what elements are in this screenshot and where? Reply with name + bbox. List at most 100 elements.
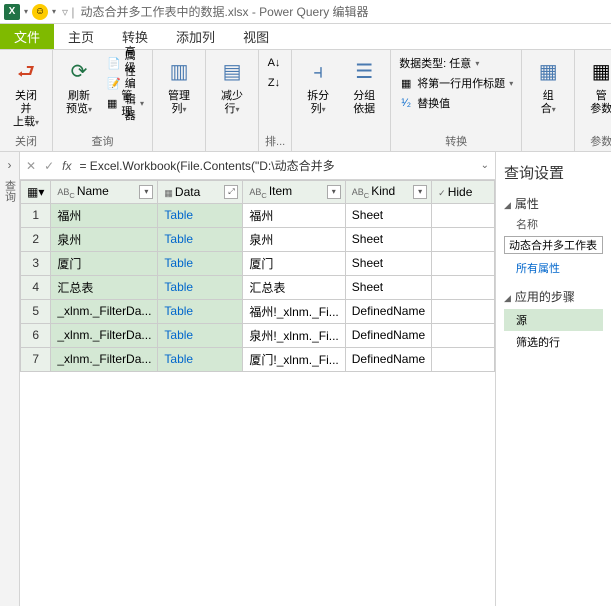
cell-hidden[interactable] [432, 203, 495, 227]
table-row[interactable]: 4汇总表Table汇总表Sheet [21, 275, 495, 299]
cell-hidden[interactable] [432, 251, 495, 275]
ribbon-tabs: 文件 主页 转换 添加列 视图 [0, 24, 611, 50]
tab-addcolumn[interactable]: 添加列 [162, 24, 229, 49]
row-number-header[interactable]: ▦▾ [21, 181, 51, 204]
cell-kind[interactable]: Sheet [345, 275, 431, 299]
reduce-rows-button[interactable]: ▤ 减少行▾ [212, 54, 252, 118]
replace-values-button[interactable]: ¹⁄₂替换值 [397, 94, 515, 112]
tab-view[interactable]: 视图 [229, 24, 283, 49]
cell-item[interactable]: 厦门!_xlnm._Fi... [243, 347, 345, 371]
table-row[interactable]: 3厦门Table厦门Sheet [21, 251, 495, 275]
cell-kind[interactable]: Sheet [345, 227, 431, 251]
cell-data[interactable]: Table [158, 347, 243, 371]
table-row[interactable]: 1福州Table福州Sheet [21, 203, 495, 227]
sort-desc-button[interactable]: Z↓ [265, 74, 283, 92]
group-by-button[interactable]: ☰ 分组依据 [344, 54, 384, 118]
cell-data[interactable]: Table [158, 323, 243, 347]
cell-hidden[interactable] [432, 275, 495, 299]
cell-hidden[interactable] [432, 299, 495, 323]
collapse-icon: ◢ [504, 293, 511, 303]
tab-home[interactable]: 主页 [54, 24, 108, 49]
table-row[interactable]: 2泉州Table泉州Sheet [21, 227, 495, 251]
cell-item[interactable]: 泉州 [243, 227, 345, 251]
cell-item[interactable]: 福州!_xlnm._Fi... [243, 299, 345, 323]
col-header-name[interactable]: ABCName▾ [51, 181, 158, 204]
manage-columns-button[interactable]: ▥ 管理列▾ [159, 54, 199, 118]
col-header-hidden[interactable]: ✓Hide [432, 181, 495, 204]
cell-hidden[interactable] [432, 323, 495, 347]
queries-pane-collapsed[interactable]: › 查询 [0, 152, 20, 606]
cell-data[interactable]: Table [158, 203, 243, 227]
cell-hidden[interactable] [432, 227, 495, 251]
cell-kind[interactable]: DefinedName [345, 299, 431, 323]
cell-name[interactable]: 厦门 [51, 251, 158, 275]
cell-data[interactable]: Table [158, 227, 243, 251]
cell-item[interactable]: 泉州!_xlnm._Fi... [243, 323, 345, 347]
table-row[interactable]: 7_xlnm._FilterDa...Table厦门!_xlnm._Fi...D… [21, 347, 495, 371]
cell-kind[interactable]: Sheet [345, 251, 431, 275]
manage-button[interactable]: ▦管理▾ [105, 94, 146, 112]
cell-name[interactable]: _xlnm._FilterDa... [51, 347, 158, 371]
cell-name[interactable]: 福州 [51, 203, 158, 227]
row-number[interactable]: 7 [21, 347, 51, 371]
properties-section-header[interactable]: ◢属性 [504, 195, 603, 212]
filter-dropdown-icon[interactable]: ▾ [327, 185, 341, 199]
col-header-data[interactable]: ▦Data⤢ [158, 181, 243, 204]
expand-icon[interactable]: › [8, 158, 12, 172]
cell-name[interactable]: _xlnm._FilterDa... [51, 323, 158, 347]
qat-dropdown-icon[interactable]: ▾ [24, 7, 28, 16]
managecol-label-1: 管理 [168, 90, 190, 102]
row-number[interactable]: 4 [21, 275, 51, 299]
col-header-item[interactable]: ABCItem▾ [243, 181, 345, 204]
first-row-header-button[interactable]: ▦将第一行用作标题▾ [397, 74, 515, 92]
step-filter[interactable]: 筛选的行 [504, 331, 603, 353]
cell-item[interactable]: 福州 [243, 203, 345, 227]
qat-dropdown-icon-2[interactable]: ▾ [52, 7, 56, 16]
ribbon-group-combine: ▦ 组合▾ [522, 50, 575, 151]
table-row[interactable]: 5_xlnm._FilterDa...Table福州!_xlnm._Fi...D… [21, 299, 495, 323]
filter-dropdown-icon[interactable]: ▾ [139, 185, 153, 199]
fx-icon[interactable]: fx [62, 159, 71, 173]
row-number[interactable]: 5 [21, 299, 51, 323]
row-number[interactable]: 2 [21, 227, 51, 251]
cell-name[interactable]: _xlnm._FilterDa... [51, 299, 158, 323]
cell-hidden[interactable] [432, 347, 495, 371]
cell-item[interactable]: 汇总表 [243, 275, 345, 299]
step-source[interactable]: 源 [504, 309, 603, 331]
cancel-formula-icon[interactable]: ✕ [26, 159, 36, 173]
cell-data[interactable]: Table [158, 299, 243, 323]
table-row[interactable]: 6_xlnm._FilterDa...Table泉州!_xlnm._Fi...D… [21, 323, 495, 347]
smiley-icon[interactable]: ☺ [32, 4, 48, 20]
expand-formula-icon[interactable]: ⌄ [481, 160, 489, 171]
all-properties-link[interactable]: 所有属性 [504, 260, 603, 276]
query-name-input[interactable] [504, 236, 603, 254]
close-load-button[interactable]: ⮐ 关闭并上载▾ [6, 54, 46, 131]
row-number[interactable]: 6 [21, 323, 51, 347]
row-number[interactable]: 3 [21, 251, 51, 275]
tab-file[interactable]: 文件 [0, 24, 54, 49]
cell-kind[interactable]: DefinedName [345, 323, 431, 347]
cell-name[interactable]: 泉州 [51, 227, 158, 251]
steps-section-header[interactable]: ◢应用的步骤 [504, 288, 603, 305]
cell-kind[interactable]: Sheet [345, 203, 431, 227]
params-button[interactable]: ▦ 管参数 [581, 54, 611, 118]
cell-name[interactable]: 汇总表 [51, 275, 158, 299]
cell-data[interactable]: Table [158, 275, 243, 299]
group-label-transform: 转换 [397, 131, 515, 149]
cell-data[interactable]: Table [158, 251, 243, 275]
expand-dropdown-icon[interactable]: ⤢ [224, 185, 238, 199]
cell-item[interactable]: 厦门 [243, 251, 345, 275]
formula-text[interactable]: = Excel.Workbook(File.Contents("D:\动态合并多 [79, 157, 472, 174]
cell-kind[interactable]: DefinedName [345, 347, 431, 371]
sort-asc-button[interactable]: A↓ [265, 54, 283, 72]
col-header-kind[interactable]: ABCKind▾ [345, 181, 431, 204]
row-number[interactable]: 1 [21, 203, 51, 227]
accept-formula-icon[interactable]: ✓ [44, 159, 54, 173]
data-grid[interactable]: ▦▾ ABCName▾ ▦Data⤢ ABCItem▾ ABCKind▾ ✓Hi… [20, 180, 495, 606]
filter-dropdown-icon[interactable]: ▾ [413, 185, 427, 199]
split-column-button[interactable]: ⫞ 拆分列▾ [298, 54, 338, 118]
props-section-label: 属性 [515, 197, 539, 211]
datatype-button[interactable]: 数据类型: 任意▾ [397, 54, 515, 72]
refresh-preview-button[interactable]: ⟳ 刷新预览▾ [59, 54, 99, 118]
combine-button[interactable]: ▦ 组合▾ [528, 54, 568, 118]
